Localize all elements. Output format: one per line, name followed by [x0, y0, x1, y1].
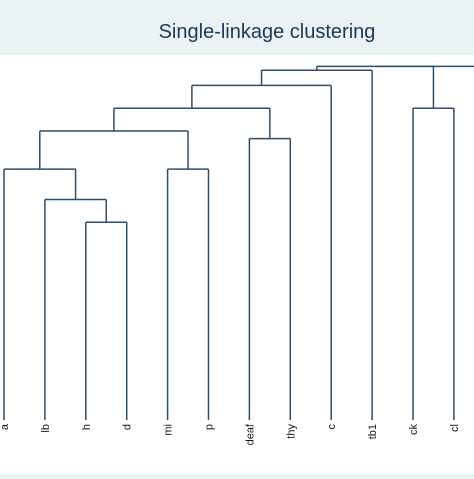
- leaf-label-deaf: deaf: [244, 423, 256, 445]
- leaf-label-p: p: [204, 424, 216, 430]
- leaf-label-c: c: [326, 424, 338, 430]
- leaf-label-d: d: [122, 424, 134, 430]
- leaf-label-a: a: [0, 423, 11, 430]
- leaf-label-ck: ck: [408, 424, 420, 436]
- plot-background: [0, 55, 474, 474]
- leaf-label-lb: lb: [40, 424, 52, 433]
- leaf-label-tb1: tb1: [367, 424, 379, 439]
- leaf-label-cl: cl: [449, 424, 461, 432]
- dendrogram-links: [3, 65, 474, 420]
- leaf-label-thy: thy: [285, 424, 297, 439]
- leaf-labels: a lb h d mi p deaf thy c tb1 ck cl: [0, 423, 461, 445]
- chart-title: Single-linkage clustering: [159, 21, 376, 43]
- leaf-label-h: h: [81, 424, 93, 430]
- leaf-label-mi: mi: [163, 424, 175, 436]
